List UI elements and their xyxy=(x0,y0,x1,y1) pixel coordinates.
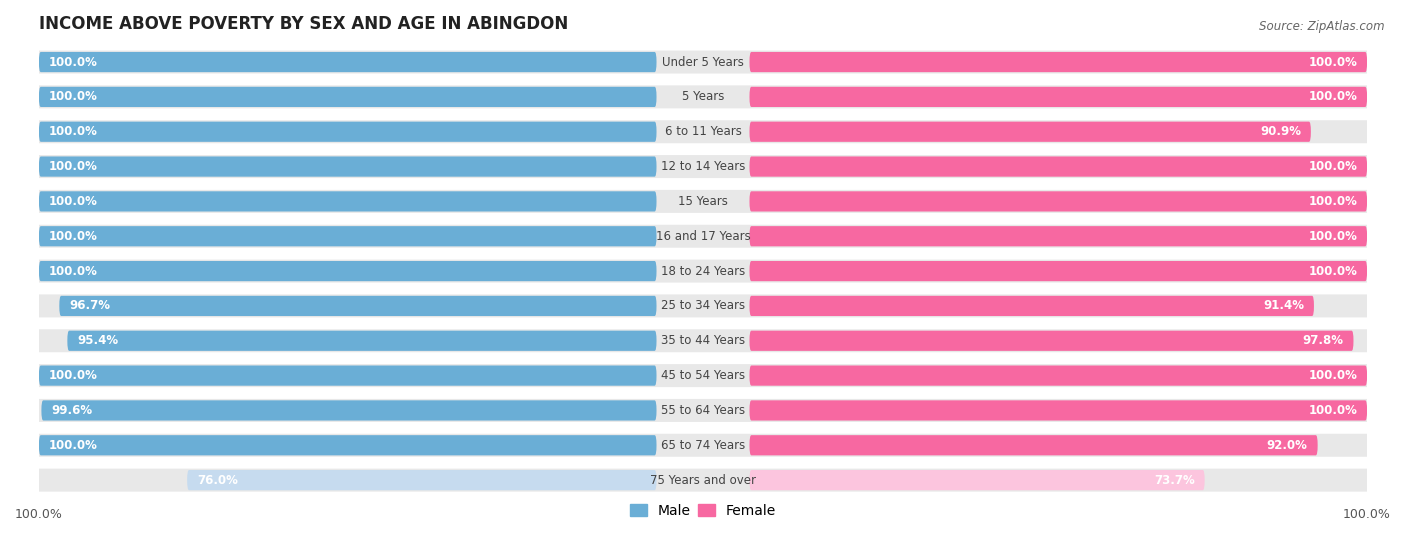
Text: 91.4%: 91.4% xyxy=(1263,300,1303,312)
FancyBboxPatch shape xyxy=(32,399,1374,422)
Text: 76.0%: 76.0% xyxy=(197,473,238,487)
Text: 96.7%: 96.7% xyxy=(69,300,110,312)
FancyBboxPatch shape xyxy=(187,470,657,490)
Text: 100.0%: 100.0% xyxy=(49,55,98,69)
FancyBboxPatch shape xyxy=(32,364,1374,387)
FancyBboxPatch shape xyxy=(39,261,657,281)
FancyBboxPatch shape xyxy=(749,400,1367,420)
Text: 100.0%: 100.0% xyxy=(1308,195,1357,208)
Legend: Male, Female: Male, Female xyxy=(624,498,782,523)
FancyBboxPatch shape xyxy=(749,52,1367,72)
Text: 25 to 34 Years: 25 to 34 Years xyxy=(661,300,745,312)
FancyBboxPatch shape xyxy=(749,226,1367,247)
FancyBboxPatch shape xyxy=(39,366,657,386)
Text: 55 to 64 Years: 55 to 64 Years xyxy=(661,404,745,417)
Text: 6 to 11 Years: 6 to 11 Years xyxy=(665,125,741,138)
Text: 100.0%: 100.0% xyxy=(49,369,98,382)
Text: 97.8%: 97.8% xyxy=(1302,334,1344,347)
FancyBboxPatch shape xyxy=(59,296,657,316)
Text: 100.0%: 100.0% xyxy=(1308,369,1357,382)
FancyBboxPatch shape xyxy=(39,435,657,456)
FancyBboxPatch shape xyxy=(39,87,657,107)
Text: 92.0%: 92.0% xyxy=(1267,439,1308,452)
FancyBboxPatch shape xyxy=(749,435,1317,456)
Text: 65 to 74 Years: 65 to 74 Years xyxy=(661,439,745,452)
FancyBboxPatch shape xyxy=(39,157,657,177)
FancyBboxPatch shape xyxy=(32,86,1374,108)
Text: 100.0%: 100.0% xyxy=(49,264,98,278)
Text: INCOME ABOVE POVERTY BY SEX AND AGE IN ABINGDON: INCOME ABOVE POVERTY BY SEX AND AGE IN A… xyxy=(39,15,568,33)
FancyBboxPatch shape xyxy=(32,190,1374,213)
FancyBboxPatch shape xyxy=(39,226,657,247)
Text: 100.0%: 100.0% xyxy=(1308,264,1357,278)
FancyBboxPatch shape xyxy=(67,331,657,351)
Text: 100.0%: 100.0% xyxy=(49,125,98,138)
Text: 100.0%: 100.0% xyxy=(1308,91,1357,103)
FancyBboxPatch shape xyxy=(39,191,657,211)
Text: 73.7%: 73.7% xyxy=(1154,473,1195,487)
Text: 5 Years: 5 Years xyxy=(682,91,724,103)
FancyBboxPatch shape xyxy=(749,87,1367,107)
FancyBboxPatch shape xyxy=(749,191,1367,211)
FancyBboxPatch shape xyxy=(41,400,657,420)
Text: 15 Years: 15 Years xyxy=(678,195,728,208)
FancyBboxPatch shape xyxy=(32,295,1374,318)
FancyBboxPatch shape xyxy=(749,470,1205,490)
FancyBboxPatch shape xyxy=(749,296,1315,316)
Text: Under 5 Years: Under 5 Years xyxy=(662,55,744,69)
Text: 12 to 14 Years: 12 to 14 Years xyxy=(661,160,745,173)
FancyBboxPatch shape xyxy=(32,329,1374,352)
FancyBboxPatch shape xyxy=(749,157,1367,177)
Text: 90.9%: 90.9% xyxy=(1260,125,1301,138)
FancyBboxPatch shape xyxy=(32,225,1374,248)
Text: 100.0%: 100.0% xyxy=(49,230,98,243)
Text: 16 and 17 Years: 16 and 17 Years xyxy=(655,230,751,243)
FancyBboxPatch shape xyxy=(32,120,1374,143)
Text: 45 to 54 Years: 45 to 54 Years xyxy=(661,369,745,382)
FancyBboxPatch shape xyxy=(39,52,657,72)
FancyBboxPatch shape xyxy=(32,434,1374,457)
Text: 100.0%: 100.0% xyxy=(49,195,98,208)
Text: 100.0%: 100.0% xyxy=(49,91,98,103)
FancyBboxPatch shape xyxy=(749,261,1367,281)
Text: 18 to 24 Years: 18 to 24 Years xyxy=(661,264,745,278)
FancyBboxPatch shape xyxy=(32,259,1374,283)
Text: 100.0%: 100.0% xyxy=(1308,404,1357,417)
Text: 100.0%: 100.0% xyxy=(49,160,98,173)
Text: 95.4%: 95.4% xyxy=(77,334,118,347)
Text: 100.0%: 100.0% xyxy=(1308,160,1357,173)
Text: Source: ZipAtlas.com: Source: ZipAtlas.com xyxy=(1260,20,1385,32)
FancyBboxPatch shape xyxy=(749,122,1310,142)
Text: 99.6%: 99.6% xyxy=(52,404,93,417)
Text: 100.0%: 100.0% xyxy=(1308,55,1357,69)
FancyBboxPatch shape xyxy=(39,122,657,142)
Text: 100.0%: 100.0% xyxy=(49,439,98,452)
Text: 75 Years and over: 75 Years and over xyxy=(650,473,756,487)
Text: 35 to 44 Years: 35 to 44 Years xyxy=(661,334,745,347)
Text: 100.0%: 100.0% xyxy=(1308,230,1357,243)
FancyBboxPatch shape xyxy=(749,366,1367,386)
FancyBboxPatch shape xyxy=(32,155,1374,178)
FancyBboxPatch shape xyxy=(749,331,1354,351)
FancyBboxPatch shape xyxy=(32,50,1374,74)
FancyBboxPatch shape xyxy=(32,468,1374,491)
